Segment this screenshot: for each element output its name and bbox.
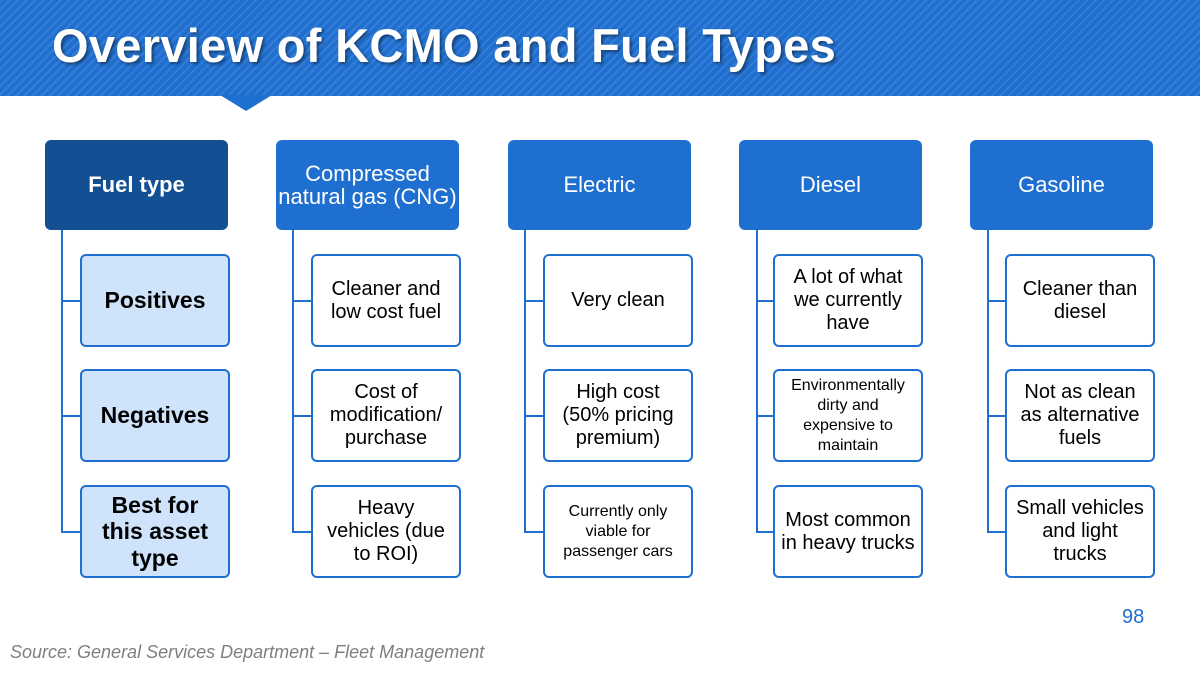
connector-line xyxy=(756,300,774,302)
diesel-best-for: Most common in heavy trucks xyxy=(773,485,923,578)
connector-line xyxy=(987,230,989,532)
page-title: Overview of KCMO and Fuel Types xyxy=(52,19,837,72)
connector-line xyxy=(756,531,774,533)
banner-notch xyxy=(220,95,272,111)
cng-positives: Cleaner and low cost fuel xyxy=(311,254,461,347)
cng-negatives: Cost of modification/ purchase xyxy=(311,369,461,462)
connector-line xyxy=(61,230,63,532)
connector-line xyxy=(292,415,312,417)
connector-line xyxy=(987,531,1006,533)
gasoline-positives: Cleaner than diesel xyxy=(1005,254,1155,347)
connector-line xyxy=(524,415,544,417)
page-number: 98 xyxy=(1122,606,1145,628)
connector-line xyxy=(524,230,526,532)
connector-line xyxy=(524,300,544,302)
connector-line xyxy=(756,415,774,417)
connector-line xyxy=(61,531,81,533)
connector-line xyxy=(987,300,1006,302)
header-gasoline: Gasoline xyxy=(970,140,1153,230)
connector-line xyxy=(292,300,312,302)
row-label-negatives: Negatives xyxy=(80,369,230,462)
diesel-positives: A lot of what we currently have xyxy=(773,254,923,347)
gasoline-negatives: Not as clean as alternative fuels xyxy=(1005,369,1155,462)
title-banner xyxy=(0,0,1200,96)
electric-positives: Very clean xyxy=(543,254,693,347)
connector-line xyxy=(756,230,758,532)
row-label-positives: Positives xyxy=(80,254,230,347)
electric-best-for: Currently only viable for passenger cars xyxy=(543,485,693,578)
connector-line xyxy=(524,531,544,533)
connector-line xyxy=(292,230,294,532)
header-fuel-type: Fuel type xyxy=(45,140,228,230)
header-cng: Compressed natural gas (CNG) xyxy=(276,140,459,230)
connector-line xyxy=(61,415,81,417)
source-note: Source: General Services Department – Fl… xyxy=(10,642,485,662)
row-label-best-for: Best for this asset type xyxy=(80,485,230,578)
header-diesel: Diesel xyxy=(739,140,922,230)
gasoline-best-for: Small vehicles and light trucks xyxy=(1005,485,1155,578)
electric-negatives: High cost (50% pricing premium) xyxy=(543,369,693,462)
diesel-negatives: Environmentally dirty and expensive to m… xyxy=(773,369,923,462)
connector-line xyxy=(61,300,81,302)
connector-line xyxy=(292,531,312,533)
cng-best-for: Heavy vehicles (due to ROI) xyxy=(311,485,461,578)
header-electric: Electric xyxy=(508,140,691,230)
connector-line xyxy=(987,415,1006,417)
